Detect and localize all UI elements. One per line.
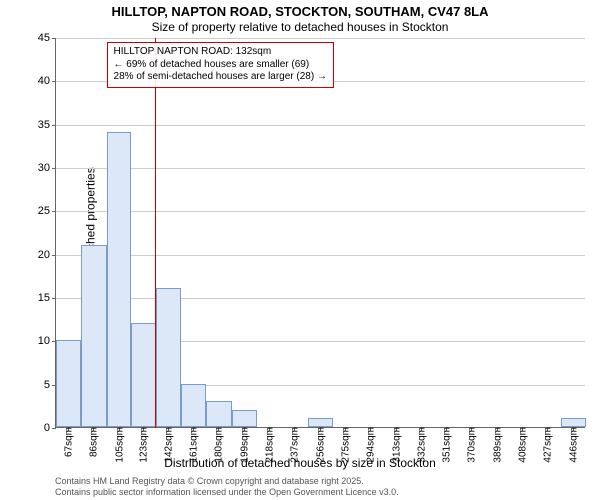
attribution-line-1: Contains HM Land Registry data © Crown c… <box>55 476 399 487</box>
attribution-line-2: Contains public sector information licen… <box>55 487 399 498</box>
callout-line-3: 28% of semi-detached houses are larger (… <box>114 71 327 84</box>
histogram-bar <box>56 340 81 427</box>
histogram-bar <box>181 384 206 427</box>
grid-line <box>56 255 585 256</box>
y-tick-label: 30 <box>38 162 56 174</box>
grid-line <box>56 168 585 169</box>
grid-line <box>56 125 585 126</box>
chart-title-line1: HILLTOP, NAPTON ROAD, STOCKTON, SOUTHAM,… <box>0 4 600 19</box>
grid-line <box>56 38 585 39</box>
x-tick-label: 86sqm <box>87 427 100 457</box>
attribution: Contains HM Land Registry data © Crown c… <box>55 476 399 498</box>
histogram-bar <box>107 132 131 427</box>
histogram-bar <box>308 418 333 427</box>
chart-title-line2: Size of property relative to detached ho… <box>0 20 600 34</box>
y-tick-label: 35 <box>38 119 56 131</box>
y-tick-label: 40 <box>38 75 56 87</box>
y-tick-label: 45 <box>38 32 56 44</box>
callout-line-2: ← 69% of detached houses are smaller (69… <box>114 59 327 72</box>
histogram-bar <box>561 418 586 427</box>
grid-line <box>56 211 585 212</box>
y-tick-label: 0 <box>44 422 56 434</box>
y-tick-label: 25 <box>38 205 56 217</box>
callout-marker-line <box>155 38 156 428</box>
x-axis-label: Distribution of detached houses by size … <box>0 456 600 470</box>
chart-container: HILLTOP, NAPTON ROAD, STOCKTON, SOUTHAM,… <box>0 0 600 500</box>
y-tick-label: 20 <box>38 249 56 261</box>
grid-line <box>56 298 585 299</box>
callout-line-1: HILLTOP NAPTON ROAD: 132sqm <box>114 46 327 59</box>
plot-area: HILLTOP NAPTON ROAD: 132sqm ← 69% of det… <box>55 38 585 428</box>
histogram-bar <box>156 288 181 427</box>
y-tick-label: 15 <box>38 292 56 304</box>
y-tick-label: 5 <box>44 379 56 391</box>
histogram-bar <box>232 410 257 427</box>
x-tick-label: 67sqm <box>61 427 74 457</box>
callout-box: HILLTOP NAPTON ROAD: 132sqm ← 69% of det… <box>107 42 334 88</box>
histogram-bar <box>206 401 231 427</box>
y-tick-label: 10 <box>38 335 56 347</box>
histogram-bar <box>131 323 156 427</box>
histogram-bar <box>81 245 106 427</box>
